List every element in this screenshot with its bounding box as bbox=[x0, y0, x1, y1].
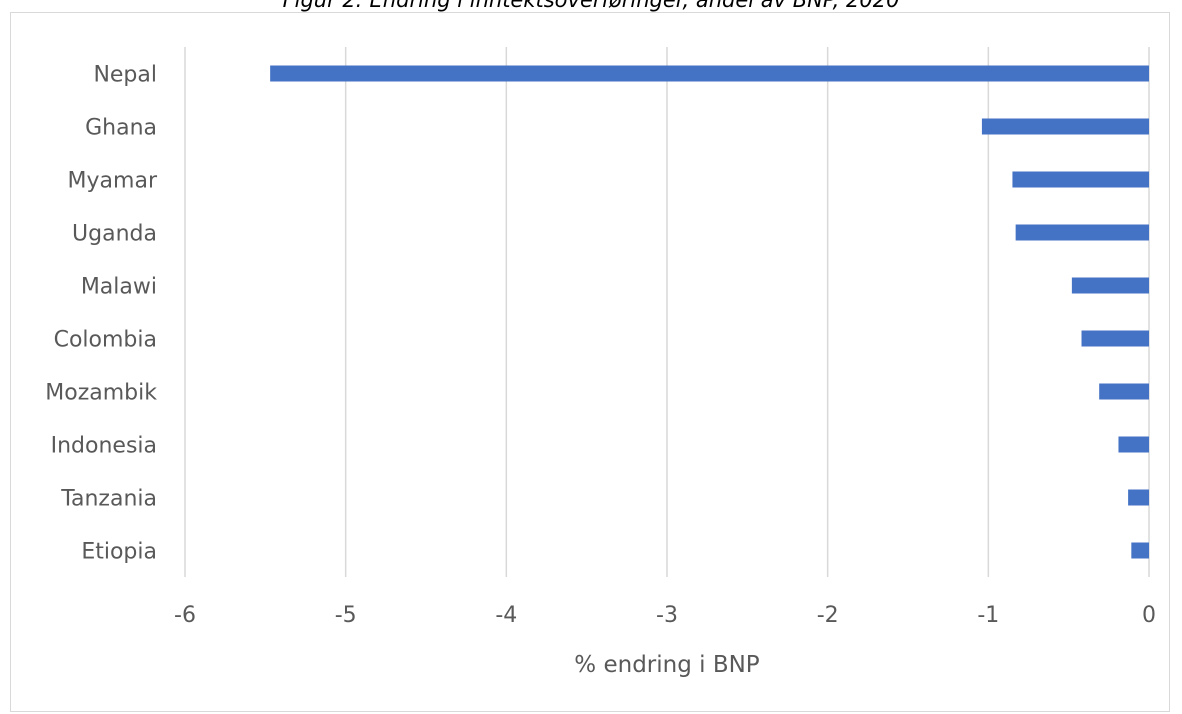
chart-title: Figur 2: Endring i inntektsoverføringer,… bbox=[282, 0, 900, 12]
category-label: Colombia bbox=[54, 328, 157, 353]
category-label: Ghana bbox=[85, 116, 157, 141]
bar-nepal bbox=[270, 65, 1149, 82]
bar-mozambik bbox=[1099, 383, 1149, 400]
bar-tanzania bbox=[1128, 489, 1149, 506]
bar-ghana bbox=[981, 118, 1149, 135]
category-label: Myamar bbox=[68, 169, 158, 194]
bar-malawi bbox=[1071, 277, 1149, 294]
bar-indonesia bbox=[1118, 436, 1149, 453]
category-labels: Nepal Ghana Myamar Uganda Malawi Colombia Moza… bbox=[45, 63, 158, 565]
category-label: Indonesia bbox=[51, 434, 157, 459]
x-tick-label: -6 bbox=[174, 603, 196, 628]
category-label: Etiopia bbox=[81, 540, 157, 565]
x-tick-label: -4 bbox=[495, 603, 517, 628]
x-tick-labels: -6 -5 -4 -3 -2 -1 0 bbox=[174, 603, 1156, 628]
x-tick-label: -2 bbox=[817, 603, 839, 628]
x-tick-label: -5 bbox=[335, 603, 357, 628]
chart-frame bbox=[10, 12, 1170, 712]
category-label: Malawi bbox=[81, 275, 157, 300]
gridlines bbox=[184, 47, 1150, 577]
x-tick-label: -3 bbox=[656, 603, 678, 628]
bar-etiopia bbox=[1131, 542, 1149, 559]
x-tick-label: 0 bbox=[1142, 603, 1156, 628]
bar-colombia bbox=[1081, 330, 1149, 347]
category-label: Tanzania bbox=[60, 487, 157, 512]
x-axis-title: % endring i BNP bbox=[574, 652, 760, 678]
category-label: Nepal bbox=[93, 63, 157, 88]
category-label: Uganda bbox=[72, 222, 157, 247]
bars bbox=[270, 65, 1149, 559]
category-label: Mozambik bbox=[45, 381, 157, 406]
bar-uganda bbox=[1015, 224, 1149, 241]
x-tick-label: -1 bbox=[977, 603, 999, 628]
bar-myamar bbox=[1012, 171, 1149, 188]
